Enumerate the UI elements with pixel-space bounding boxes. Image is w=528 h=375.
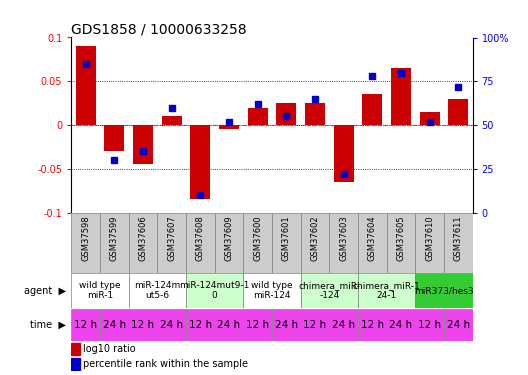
Bar: [248, 108, 268, 125]
Text: GSM37605: GSM37605: [397, 216, 406, 261]
Bar: [358, 309, 386, 340]
Bar: [444, 213, 473, 273]
Text: 24 h: 24 h: [275, 320, 298, 330]
Bar: [71, 358, 80, 370]
Bar: [300, 213, 329, 273]
Bar: [129, 213, 157, 273]
Bar: [391, 68, 411, 125]
Bar: [133, 125, 153, 164]
Text: 12 h: 12 h: [188, 320, 212, 330]
Text: 24 h: 24 h: [447, 320, 470, 330]
Text: GSM37601: GSM37601: [282, 216, 291, 261]
Text: 24 h: 24 h: [389, 320, 412, 330]
Bar: [243, 213, 272, 273]
Bar: [157, 213, 186, 273]
Bar: [420, 112, 440, 125]
Text: miR-124mut9-1
0: miR-124mut9-1 0: [180, 281, 250, 300]
Bar: [190, 125, 210, 200]
Bar: [415, 273, 473, 308]
Bar: [186, 273, 243, 308]
Bar: [71, 213, 100, 273]
Bar: [186, 309, 214, 340]
Bar: [243, 309, 272, 340]
Bar: [104, 125, 124, 151]
Text: 24 h: 24 h: [218, 320, 240, 330]
Text: GSM37608: GSM37608: [196, 216, 205, 261]
Bar: [415, 213, 444, 273]
Text: GSM37600: GSM37600: [253, 216, 262, 261]
Bar: [186, 213, 214, 273]
Text: 12 h: 12 h: [131, 320, 155, 330]
Text: 12 h: 12 h: [418, 320, 441, 330]
Text: 12 h: 12 h: [304, 320, 326, 330]
Bar: [129, 273, 186, 308]
Text: GSM37602: GSM37602: [310, 216, 319, 261]
Text: log10 ratio: log10 ratio: [83, 344, 136, 354]
Text: GSM37607: GSM37607: [167, 216, 176, 261]
Bar: [386, 213, 415, 273]
Text: GSM37603: GSM37603: [339, 216, 348, 261]
Bar: [162, 116, 182, 125]
Text: GSM37599: GSM37599: [110, 216, 119, 261]
Bar: [300, 273, 358, 308]
Text: wild type
miR-1: wild type miR-1: [79, 281, 121, 300]
Bar: [71, 343, 80, 355]
Text: 24 h: 24 h: [103, 320, 126, 330]
Text: GSM37609: GSM37609: [224, 216, 233, 261]
Bar: [276, 103, 296, 125]
Bar: [415, 309, 444, 340]
Bar: [272, 309, 300, 340]
Text: GSM37610: GSM37610: [425, 216, 434, 261]
Bar: [100, 213, 129, 273]
Text: time  ▶: time ▶: [30, 320, 66, 330]
Bar: [329, 309, 358, 340]
Text: chimera_miR-
-124: chimera_miR- -124: [298, 281, 360, 300]
Bar: [305, 103, 325, 125]
Text: GSM37611: GSM37611: [454, 216, 463, 261]
Text: 12 h: 12 h: [361, 320, 384, 330]
Text: percentile rank within the sample: percentile rank within the sample: [83, 359, 248, 369]
Text: chimera_miR-1
24-1: chimera_miR-1 24-1: [353, 281, 420, 300]
Text: wild type
miR-124: wild type miR-124: [251, 281, 293, 300]
Text: 24 h: 24 h: [332, 320, 355, 330]
Text: 24 h: 24 h: [160, 320, 183, 330]
Text: miR373/hes3: miR373/hes3: [414, 286, 474, 295]
Bar: [243, 273, 300, 308]
Bar: [71, 309, 100, 340]
Text: 12 h: 12 h: [74, 320, 97, 330]
Bar: [214, 213, 243, 273]
Bar: [444, 309, 473, 340]
Text: agent  ▶: agent ▶: [24, 285, 66, 296]
Bar: [334, 125, 354, 182]
Bar: [272, 213, 300, 273]
Bar: [448, 99, 468, 125]
Bar: [214, 309, 243, 340]
Text: GSM37604: GSM37604: [367, 216, 377, 261]
Bar: [362, 94, 382, 125]
Bar: [300, 309, 329, 340]
Bar: [358, 273, 415, 308]
Text: GSM37606: GSM37606: [138, 216, 147, 261]
Bar: [358, 213, 386, 273]
Bar: [157, 309, 186, 340]
Text: GSM37598: GSM37598: [81, 216, 90, 261]
Bar: [76, 46, 96, 125]
Text: GDS1858 / 10000633258: GDS1858 / 10000633258: [71, 22, 247, 36]
Bar: [129, 309, 157, 340]
Text: miR-124m
ut5-6: miR-124m ut5-6: [134, 281, 181, 300]
Bar: [329, 213, 358, 273]
Text: 12 h: 12 h: [246, 320, 269, 330]
Bar: [386, 309, 415, 340]
Bar: [100, 309, 129, 340]
Bar: [71, 273, 129, 308]
Bar: [219, 125, 239, 129]
